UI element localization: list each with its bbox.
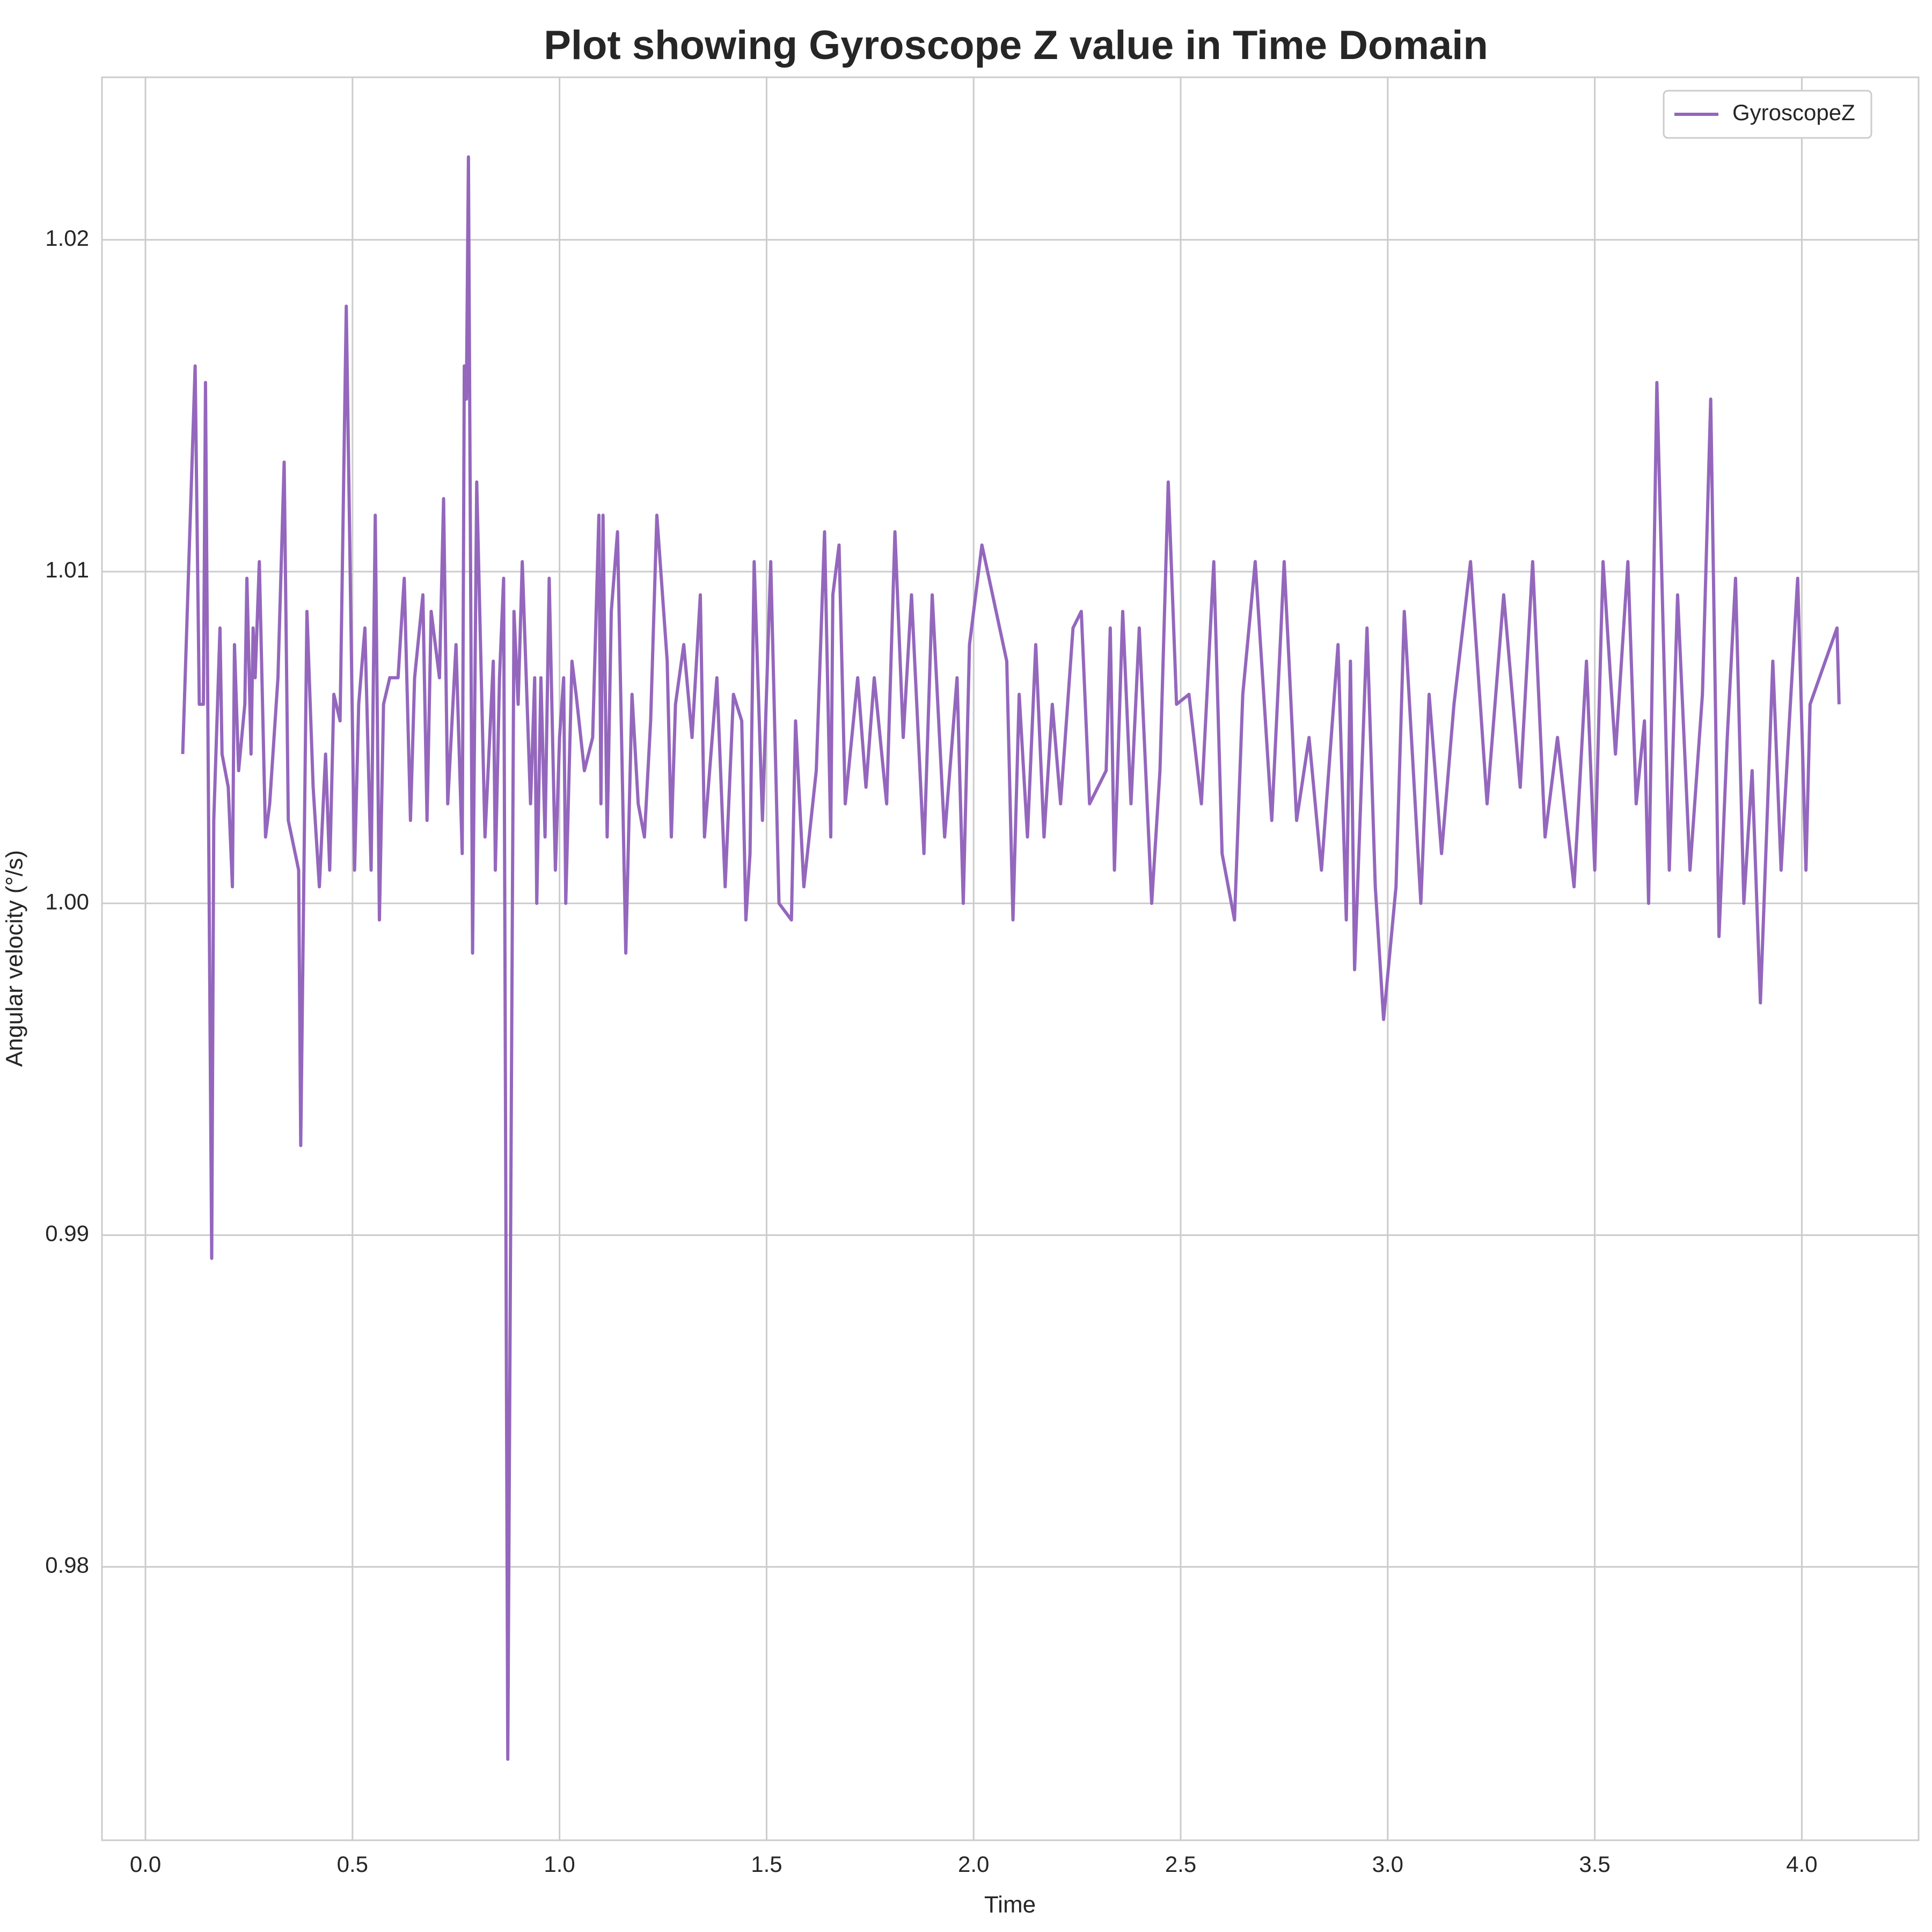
x-tick-label: 3.5 xyxy=(1579,1851,1610,1877)
x-tick-label: 2.0 xyxy=(958,1851,989,1877)
x-tick-label: 1.5 xyxy=(751,1851,782,1877)
x-tick-label: 3.0 xyxy=(1372,1851,1403,1877)
legend-box xyxy=(1663,90,1872,139)
plot-frame xyxy=(101,76,1920,1841)
y-tick-label: 1.00 xyxy=(45,889,89,914)
y-tick-label: 1.01 xyxy=(45,557,89,582)
x-axis-label: Time xyxy=(984,1892,1036,1918)
y-tick-label: 0.98 xyxy=(45,1553,89,1578)
x-tick-label: 1.0 xyxy=(544,1851,575,1877)
data-line xyxy=(181,155,1841,1761)
x-tick-label: 2.5 xyxy=(1165,1851,1196,1877)
x-tick-label: 0.0 xyxy=(130,1851,161,1877)
x-tick-label: 0.5 xyxy=(337,1851,368,1877)
y-tick-label: 1.02 xyxy=(45,225,89,251)
y-axis-label: Angular velocity (°/s) xyxy=(2,850,28,1067)
chart-title: Plot showing Gyroscope Z value in Time D… xyxy=(544,23,1488,68)
x-tick-label: 4.0 xyxy=(1786,1851,1817,1877)
legend-label: GyroscopeZ xyxy=(1732,100,1855,125)
y-tick-label: 0.99 xyxy=(45,1221,89,1246)
